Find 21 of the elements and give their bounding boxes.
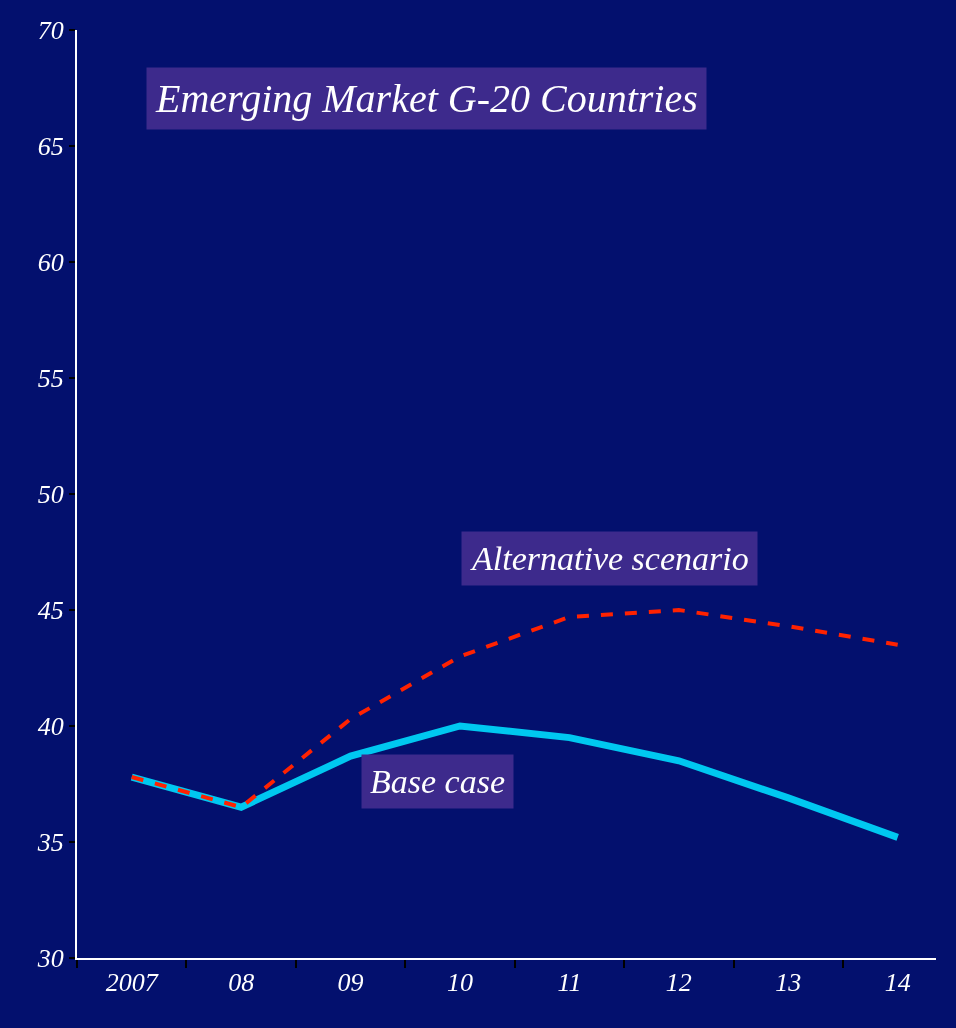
series-label: Alternative scenario [470,540,749,577]
x-tick-label: 12 [665,968,692,998]
series-label: Base case [370,763,506,800]
x-tick-label: 14 [884,968,911,998]
x-tick-label: 2007 [105,968,159,998]
x-tick-label: 13 [775,968,802,998]
y-tick-label: 40 [37,712,64,742]
y-tick-label: 60 [37,248,64,278]
x-tick-label: 10 [446,968,473,998]
x-tick-label: 11 [557,968,582,998]
x-tick-label: 08 [228,968,255,998]
y-tick-label: 65 [37,132,64,162]
y-tick-label: 55 [37,364,64,394]
y-tick-label: 50 [37,480,64,510]
line-series [129,608,900,810]
text: Emerging Market G-20 Countries [155,76,698,121]
y-tick-label: 45 [37,596,64,626]
y-tick-label: 70 [37,16,64,46]
y-tick-label: 30 [36,944,64,974]
x-tick-label: 09 [337,968,364,998]
y-tick-label: 35 [36,828,64,858]
